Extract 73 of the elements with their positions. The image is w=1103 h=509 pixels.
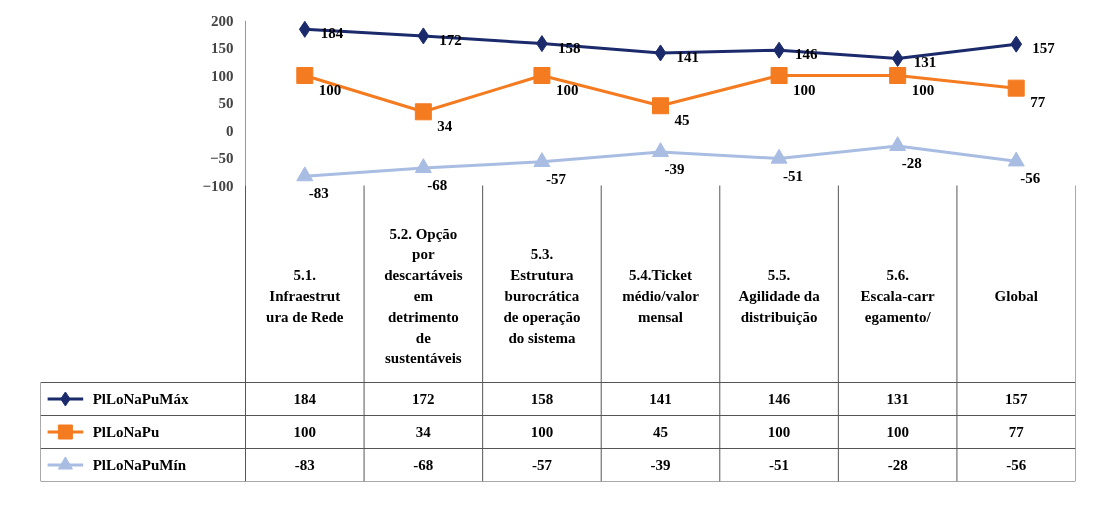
x-tick-label: 5.5. Agilidade da distribuição xyxy=(738,267,821,325)
point xyxy=(414,158,432,174)
point xyxy=(891,49,904,67)
y-tick-label: −50 xyxy=(209,150,234,166)
text: 100 xyxy=(793,81,816,98)
data-label: 77 xyxy=(1008,424,1025,440)
y-tick-label: 150 xyxy=(211,40,234,56)
x-tick-label: Global xyxy=(994,288,1038,304)
data-label: 100 xyxy=(293,424,317,440)
point xyxy=(889,67,907,84)
text: 131 xyxy=(913,54,937,71)
text: 100 xyxy=(555,81,579,98)
data-label: 158 xyxy=(530,391,554,407)
point xyxy=(652,97,669,115)
text: 77 xyxy=(1030,94,1046,111)
data-label: 100 xyxy=(886,424,909,440)
data-label: 45 xyxy=(653,424,668,440)
data-label: 172 xyxy=(412,391,435,407)
text: 100 xyxy=(318,81,342,98)
data-label: 131 xyxy=(886,391,909,407)
data-label: -28 xyxy=(887,457,908,473)
y-tick-label: 200 xyxy=(211,12,234,29)
text: -68 xyxy=(427,176,448,193)
text: 100 xyxy=(911,81,935,98)
y-tick-label: 50 xyxy=(218,95,234,111)
legend-label: PlLoNaPuMáx xyxy=(92,391,189,407)
text: 45 xyxy=(674,111,690,128)
point xyxy=(296,67,314,84)
point xyxy=(296,166,314,182)
y-tick-label: −100 xyxy=(202,177,234,194)
data-label: -39 xyxy=(650,457,671,473)
point xyxy=(770,67,788,84)
point xyxy=(1007,151,1025,167)
point xyxy=(533,152,551,167)
data-label: 100 xyxy=(530,424,554,440)
data-label: -56 xyxy=(1006,457,1027,473)
point xyxy=(889,136,907,152)
x-tick-label: 5.3. Estrutura burocrática de operação do sistema xyxy=(503,246,581,346)
x-tick-label: 5.2. Opção por descartáveis em detrimento de sustentáveis xyxy=(384,225,463,367)
data-label: 34 xyxy=(415,424,432,440)
data-label: 141 xyxy=(649,391,672,407)
legend-label: PlLoNaPuMín xyxy=(92,457,187,473)
text: -51 xyxy=(783,167,804,184)
data-label: -57 xyxy=(531,457,553,473)
text: -28 xyxy=(901,154,922,171)
data-label: -83 xyxy=(294,457,315,473)
data-label: 157 xyxy=(1004,391,1028,407)
data-label: -51 xyxy=(769,457,790,473)
text: 34 xyxy=(437,117,453,134)
text: -39 xyxy=(664,160,685,177)
x-tick-label: 5.4.Ticket médio/valor mensal xyxy=(622,267,700,325)
data-label: 184 xyxy=(293,391,317,407)
text: 157 xyxy=(1032,40,1055,57)
point xyxy=(533,67,551,84)
text: -57 xyxy=(545,170,566,187)
x-tick-label: 5.1. Infraestrutura de Rede xyxy=(266,267,344,325)
point xyxy=(770,148,788,164)
data-label: -68 xyxy=(413,457,434,473)
point xyxy=(654,44,667,62)
x-tick-label: 5.6. Escala-carregamento/ xyxy=(860,267,936,325)
y-tick-label: 0 xyxy=(226,122,234,139)
y-tick-label: 100 xyxy=(211,67,234,84)
point xyxy=(298,20,311,38)
point xyxy=(1010,35,1023,53)
data-label: 146 xyxy=(767,391,791,407)
point xyxy=(417,27,430,45)
text: -56 xyxy=(1020,170,1041,187)
data-label: 100 xyxy=(767,424,791,440)
text: -83 xyxy=(308,185,329,202)
point xyxy=(1007,79,1025,97)
legend-label: PlLoNaPu xyxy=(92,424,160,440)
point xyxy=(652,142,669,158)
point xyxy=(414,103,432,121)
